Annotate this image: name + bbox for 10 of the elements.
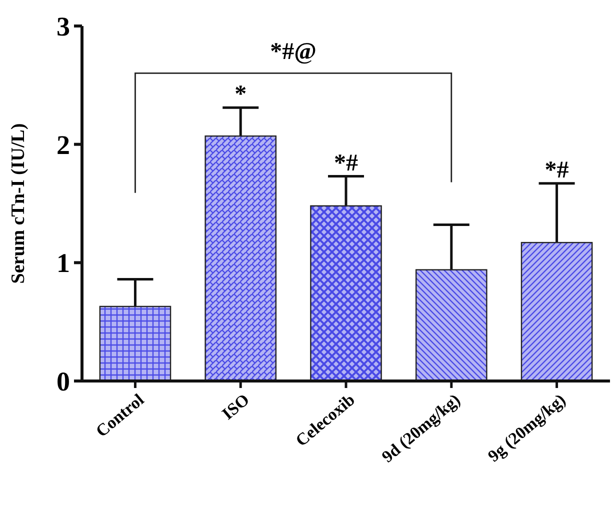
annotation: *# [334, 150, 358, 176]
annotation: *#@ [270, 39, 316, 66]
y-tick-label: 0 [56, 366, 70, 396]
y-tick-label: 3 [56, 11, 70, 42]
annotation: *# [544, 157, 569, 184]
x-tick-label: ISO [218, 390, 254, 424]
y-tick-label: 2 [56, 130, 70, 160]
y-tick-label: 1 [56, 248, 70, 278]
y-axis-title: Serum cTn-I (IU/L) [8, 123, 29, 284]
annotation: * [234, 82, 247, 108]
